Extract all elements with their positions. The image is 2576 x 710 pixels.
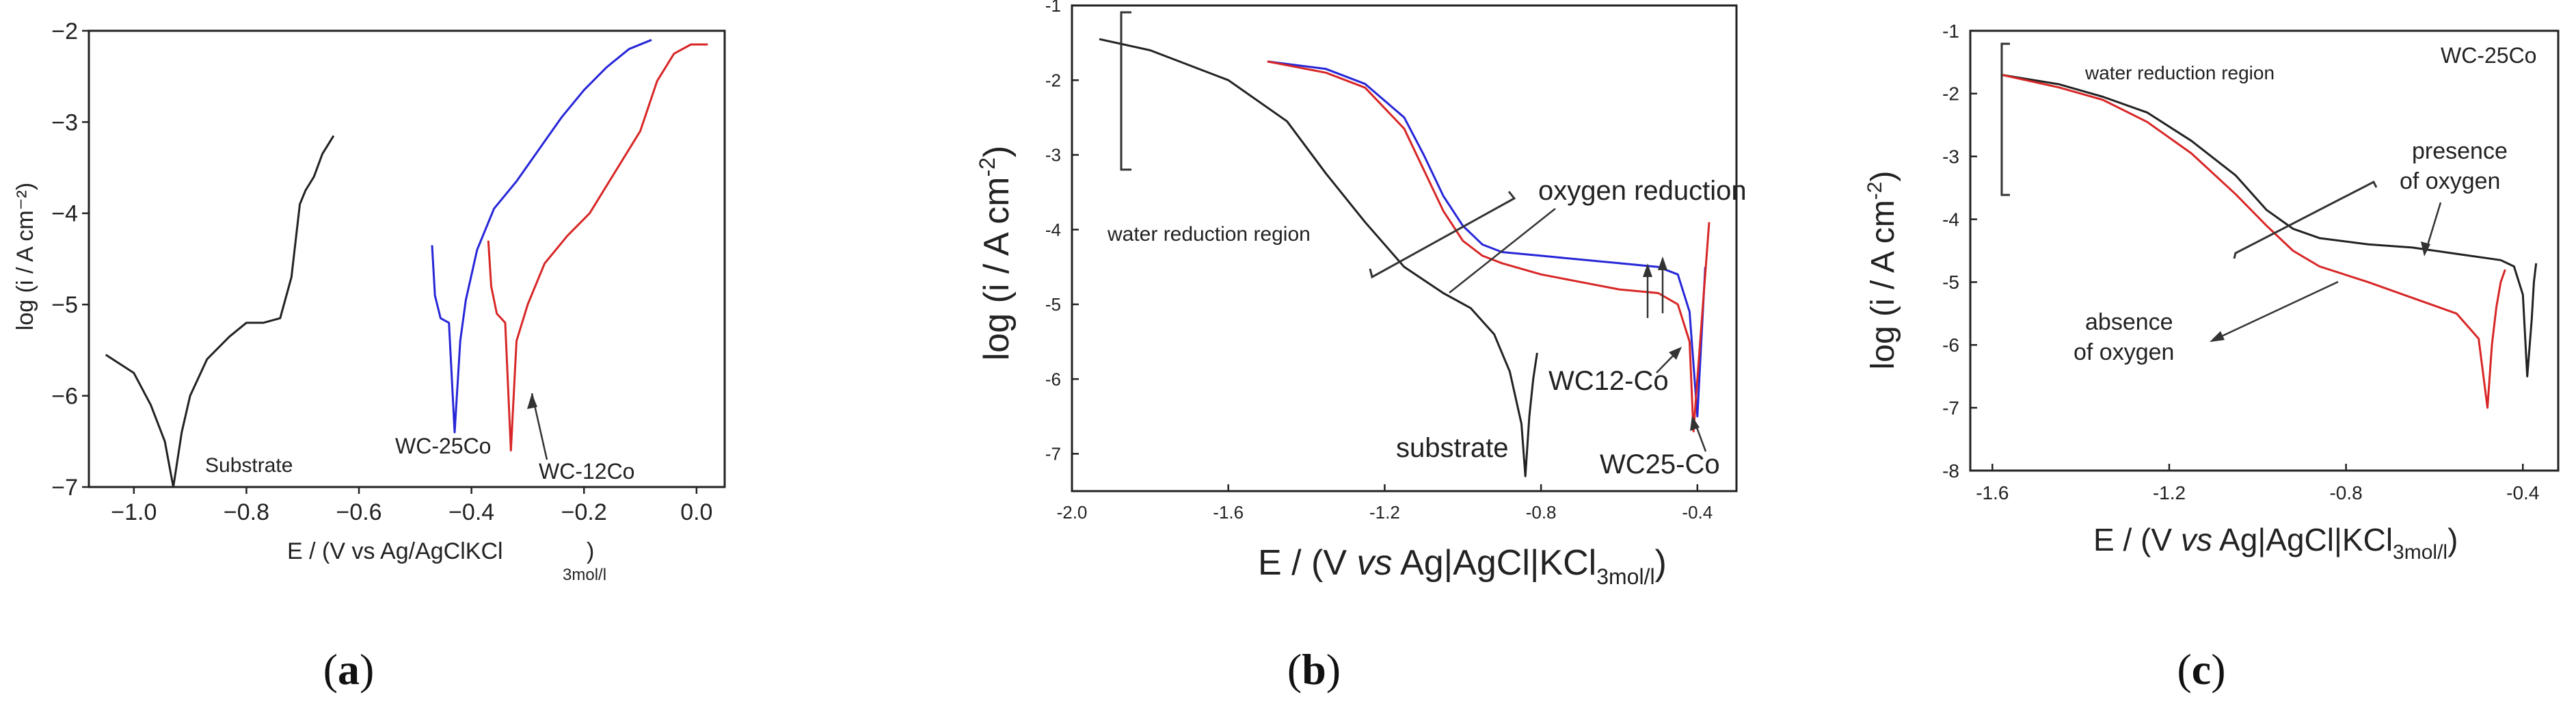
c-ytick-label: -7 [1942, 397, 1959, 419]
c-caption: (c) [2177, 645, 2225, 694]
b-xtick-label: -1.2 [1369, 502, 1400, 523]
c-xtick-label: -0.8 [2329, 482, 2362, 503]
a-ytick-label: −2 [51, 18, 78, 44]
b-series-wc25-co [1267, 60, 1706, 418]
a-xtick-label: 0.0 [680, 499, 712, 525]
a-label-wc25: WC-25Co [395, 434, 491, 458]
a-xlabel-subscript: 3mol/l [563, 566, 606, 584]
c-ytick-label: -6 [1942, 334, 1959, 356]
a-series-wc-12co [487, 43, 708, 452]
b-label-water-reduction: water reduction region [1107, 223, 1311, 246]
b-ytick-label: -4 [1045, 220, 1061, 240]
c-presence-arrow [2424, 202, 2442, 252]
panel-c: -1.6 -1.2 -0.8 -0.4 -8 -7 -6 -5 -4 -3 -2 -1 log (i … [1864, 21, 2560, 694]
b-ticks: -2.0 -1.6 -1.2 -0.8 -0.4 -7 -6 -5 -4 -3 -2 -1 [1045, 0, 1713, 523]
a-series [105, 38, 708, 488]
a-xtick-label: −0.6 [336, 499, 381, 525]
b-ylabel: log (i / A cm-2) [975, 146, 1017, 361]
c-xtick-label: -0.4 [2506, 482, 2539, 503]
a-ytick-label: −3 [51, 109, 78, 135]
b-oxygen-arrowhead-3 [1658, 257, 1667, 270]
b-oxygen-arrowhead-2 [1643, 263, 1652, 277]
a-xlabel-close: ) [587, 538, 594, 564]
c-series-presence-of-oxygen [2001, 73, 2538, 378]
b-caption: (b) [1287, 645, 1341, 694]
b-ytick-label: -7 [1045, 443, 1061, 464]
a-wc12-arrowhead [527, 393, 537, 409]
b-series [1099, 38, 1710, 477]
a-xtick-label: −0.8 [224, 499, 269, 525]
a-ytick-label: −6 [51, 384, 78, 410]
b-plot-frame [1071, 4, 1738, 492]
c-water-bracket [2000, 42, 2010, 196]
b-wc25-arrowhead [1690, 416, 1700, 431]
b-label-wc12: WC12-Co [1548, 366, 1669, 396]
b-label-substrate: substrate [1396, 433, 1509, 463]
c-ytick-label: -4 [1942, 209, 1959, 230]
a-ytick-label: −7 [51, 475, 78, 501]
b-oxygen-arrow-1 [1449, 208, 1556, 293]
b-ytick-label: -1 [1045, 0, 1061, 16]
c-label-water-reduction: water reduction region [2084, 62, 2275, 83]
c-ytick-label: -1 [1942, 21, 1959, 42]
c-xtick-label: -1.2 [2153, 482, 2186, 503]
b-xtick-label: -0.8 [1526, 502, 1557, 523]
c-xtick-label: -1.6 [1976, 482, 2009, 503]
a-xtick-label: −0.2 [561, 499, 607, 525]
c-ytick-label: -5 [1942, 272, 1959, 293]
a-label-substrate: Substrate [205, 454, 293, 477]
c-presence-bracket [2233, 180, 2378, 259]
c-series-absence-of-oxygen [2000, 73, 2506, 409]
b-ytick-label: -3 [1045, 145, 1061, 166]
a-series-wc-25co [431, 38, 652, 434]
c-ytick-label: -3 [1942, 146, 1959, 168]
panel-a: −1.0 −0.8 −0.6 −0.4 −0.2 0.0 −7 −6 −5 −4 −3 −2 log … [12, 18, 726, 694]
a-caption: (a) [323, 645, 375, 694]
b-label-wc25: WC25-Co [1600, 449, 1720, 479]
b-water-bracket [1120, 11, 1131, 171]
a-ytick-label: −5 [51, 292, 78, 318]
c-label-presence-1: presence [2412, 138, 2508, 164]
c-label-absence-1: absence [2085, 309, 2173, 335]
c-absence-arrowhead [2210, 331, 2225, 342]
c-xlabel: E / (V vs Ag|AgCl|KCl3mol/l) [2093, 522, 2458, 564]
c-label-absence-2: of oxygen [2074, 339, 2174, 365]
a-ytick-label: −4 [51, 201, 78, 227]
c-series [2000, 73, 2538, 409]
b-xtick-label: -1.6 [1213, 502, 1244, 523]
a-series-substrate [105, 135, 335, 488]
c-ticks: -1.6 -1.2 -0.8 -0.4 -8 -7 -6 -5 -4 -3 -2 -1 [1942, 21, 2539, 503]
c-absence-arrow [2213, 280, 2339, 341]
a-xtick-label: −0.4 [448, 499, 494, 525]
a-xlabel: E / (V vs Ag/AgClKCl [287, 538, 503, 564]
c-presence-arrowhead [2421, 241, 2430, 257]
c-ylabel: log (i / A cm-2) [1864, 171, 1901, 370]
c-ytick-label: -2 [1942, 83, 1959, 105]
b-xtick-label: -0.4 [1682, 502, 1713, 523]
panel-b: -2.0 -1.6 -1.2 -0.8 -0.4 -7 -6 -5 -4 -3 -2 -1 log (… [975, 0, 1747, 694]
b-label-oxygen-reduction: oxygen reduction [1538, 176, 1747, 206]
b-series-substrate [1099, 38, 1538, 477]
c-ytick-label: -8 [1942, 460, 1959, 482]
b-oxygen-bracket [1369, 191, 1516, 279]
c-label-presence-2: of oxygen [2400, 168, 2500, 194]
b-ytick-label: -6 [1045, 369, 1061, 389]
b-ytick-label: -2 [1045, 70, 1061, 90]
b-series-wc12-co [1267, 60, 1710, 433]
a-plot-frame [88, 29, 726, 488]
b-ytick-label: -5 [1045, 294, 1061, 315]
c-plot-frame [1969, 29, 2560, 472]
a-xtick-label: −1.0 [111, 499, 157, 525]
a-ticks: −1.0 −0.8 −0.6 −0.4 −0.2 0.0 −7 −6 −5 −4 −3 −2 [51, 18, 712, 525]
a-ylabel: log (i / A cm⁻²) [12, 183, 38, 330]
a-label-wc12: WC-12Co [539, 459, 634, 484]
b-wc12-arrowhead [1669, 347, 1682, 360]
b-xlabel: E / (V vs Ag|AgCl|KCl3mol/l) [1258, 543, 1667, 589]
b-xtick-label: -2.0 [1057, 502, 1088, 523]
c-label-title: WC-25Co [2441, 43, 2536, 68]
